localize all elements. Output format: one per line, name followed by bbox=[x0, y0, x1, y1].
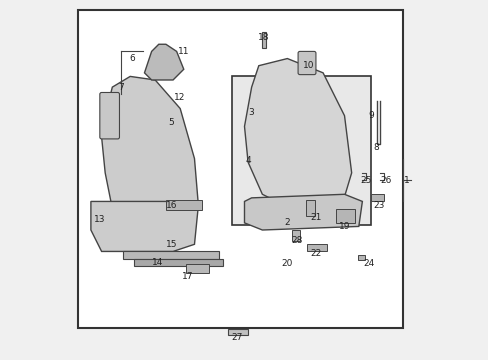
Text: 8: 8 bbox=[373, 143, 379, 152]
Polygon shape bbox=[123, 251, 219, 258]
Text: 16: 16 bbox=[165, 201, 177, 210]
Text: 10: 10 bbox=[303, 61, 314, 70]
Bar bbox=[370, 194, 383, 202]
Bar bbox=[78, 10, 403, 328]
Text: 20: 20 bbox=[281, 260, 292, 269]
Bar bbox=[228, 329, 247, 336]
Bar bbox=[357, 255, 365, 260]
Text: 12: 12 bbox=[173, 93, 185, 102]
FancyBboxPatch shape bbox=[298, 51, 315, 75]
Bar bbox=[231, 76, 370, 225]
Polygon shape bbox=[244, 194, 362, 230]
Text: 13: 13 bbox=[94, 215, 105, 224]
Bar bbox=[185, 264, 208, 273]
Text: 3: 3 bbox=[248, 108, 254, 117]
Bar bbox=[291, 230, 299, 241]
Text: 25: 25 bbox=[360, 176, 371, 185]
Polygon shape bbox=[134, 258, 223, 266]
Polygon shape bbox=[165, 200, 201, 210]
Text: 4: 4 bbox=[245, 156, 250, 165]
Polygon shape bbox=[91, 202, 198, 251]
Text: 6: 6 bbox=[129, 54, 135, 63]
Text: 2: 2 bbox=[284, 219, 289, 228]
Text: 22: 22 bbox=[310, 249, 321, 258]
Text: 1: 1 bbox=[404, 176, 409, 185]
Bar bbox=[305, 200, 314, 216]
Text: 24: 24 bbox=[363, 260, 374, 269]
Text: 28: 28 bbox=[291, 236, 303, 245]
Text: 9: 9 bbox=[367, 111, 373, 120]
Text: 17: 17 bbox=[182, 272, 193, 281]
Polygon shape bbox=[244, 59, 351, 216]
Text: 14: 14 bbox=[152, 258, 163, 267]
Text: 27: 27 bbox=[231, 333, 243, 342]
Text: 18: 18 bbox=[258, 33, 269, 42]
Text: 21: 21 bbox=[309, 213, 321, 222]
Polygon shape bbox=[144, 44, 183, 80]
Polygon shape bbox=[102, 76, 198, 230]
FancyBboxPatch shape bbox=[100, 93, 119, 139]
Text: 19: 19 bbox=[338, 222, 349, 231]
Bar bbox=[306, 244, 326, 251]
Text: 26: 26 bbox=[379, 176, 390, 185]
Bar bbox=[335, 208, 354, 223]
Text: 11: 11 bbox=[178, 47, 189, 56]
Text: 7: 7 bbox=[118, 83, 124, 92]
Text: 5: 5 bbox=[168, 118, 174, 127]
Text: 23: 23 bbox=[373, 201, 385, 210]
Text: 15: 15 bbox=[165, 240, 177, 249]
Bar bbox=[261, 32, 265, 48]
